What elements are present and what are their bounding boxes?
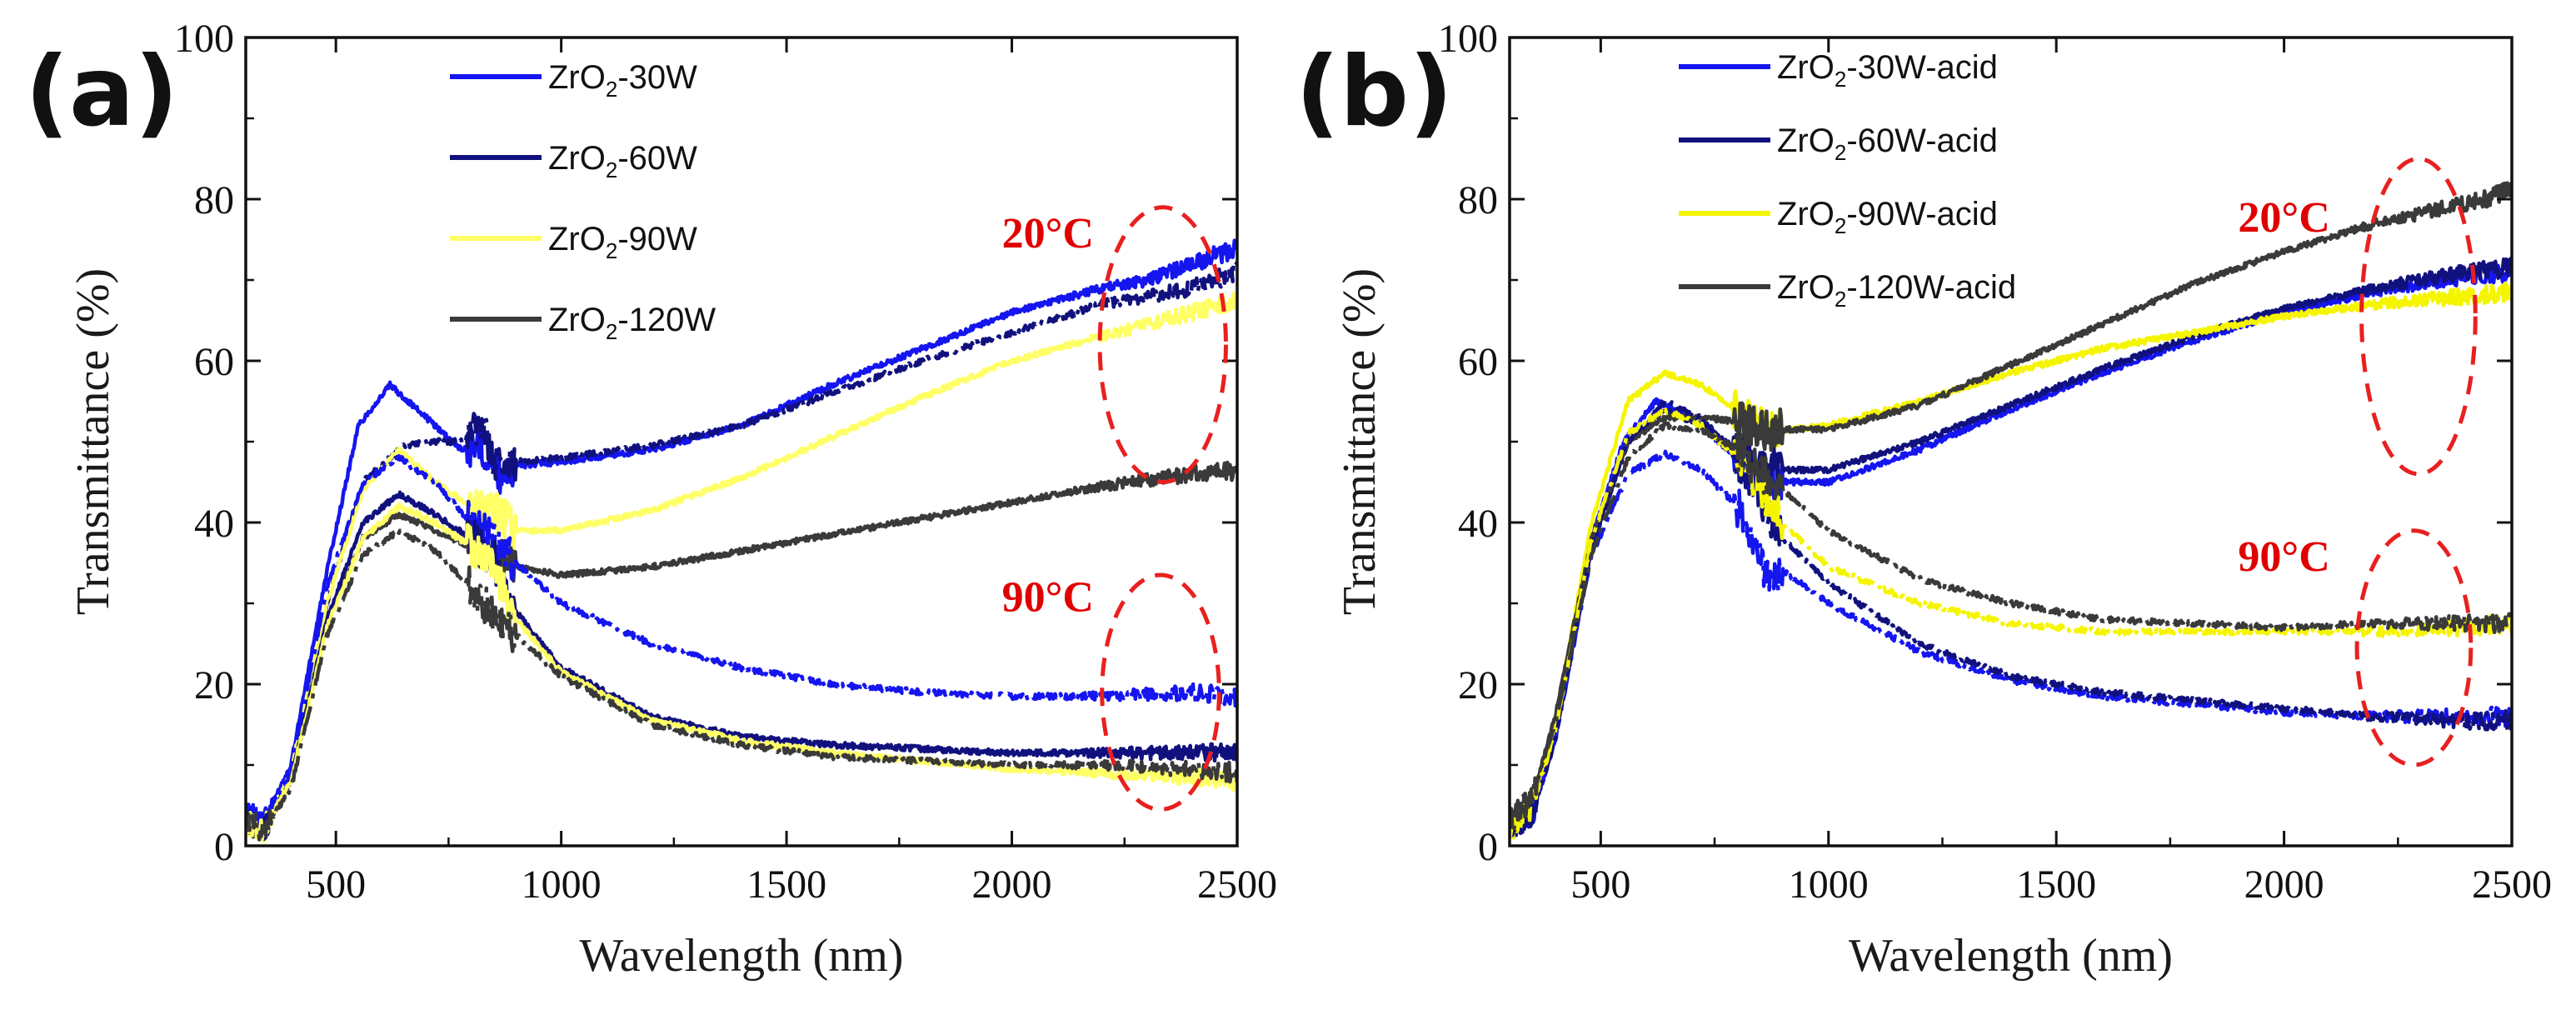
x-axis-title-b: Wavelength (nm) [1849,930,2173,982]
annotation-ellipse-a-2 [1100,572,1221,812]
legend-label-b-1: ZrO2-30W-acid [1777,49,1998,92]
y-tick-label-a-0: 0 [214,825,234,869]
series-line-a-5 [246,453,1237,835]
x-axis-title-a: Wavelength (nm) [580,930,904,982]
y-axis-title-a: Transmittance (%) [67,268,119,615]
panel-label-a: (a) [25,36,178,148]
series-line-a-1 [246,238,1237,833]
legend-label-b-2: ZrO2-60W-acid [1777,122,1998,165]
y-tick-label-b-5: 100 [1438,17,1498,61]
series-line-b-8 [1510,421,2512,831]
series-line-a-8 [246,527,1237,842]
series-line-a-4 [246,460,1237,840]
annotation-label-b-1: 20°C [2238,194,2329,242]
x-tick-label-b-4: 2500 [2472,862,2552,907]
annotation-label-a-1: 20°C [1002,210,1094,258]
y-tick-label-b-4: 80 [1458,178,1498,222]
y-tick-label-a-4: 80 [194,178,234,222]
series-group-a [246,238,1237,843]
y-tick-label-a-2: 40 [194,502,234,546]
series-line-a-2 [246,261,1237,838]
y-tick-label-b-2: 40 [1458,502,1498,546]
x-tick-label-a-3: 2000 [972,862,1052,907]
panel-b: 500 1000 1500 2000 2500 0 20 40 60 80 100 Wavelengt… [1295,17,2552,982]
x-tick-label-a-0: 500 [306,862,366,907]
series-line-a-6 [246,490,1237,842]
series-line-a-3 [246,291,1237,843]
panel-a: 500 1000 1500 2000 2500 0 20 40 60 80 100 Wavelengt… [25,17,1277,982]
annotation-ellipse-a-1 [1097,205,1228,484]
annotation-ellipse-b-2 [2354,528,2474,768]
series-line-b-6 [1510,398,2512,836]
panel-label-b: (b) [1295,36,1453,148]
annotation-ellipse-b-1 [2359,157,2478,477]
y-tick-label-b-1: 20 [1458,663,1498,708]
x-tick-label-b-1: 1000 [1789,862,1869,907]
legend-label-b-4: ZrO2-120W-acid [1777,269,2016,312]
y-tick-label-a-5: 100 [174,17,234,61]
x-tick-label-a-4: 2500 [1197,862,1277,907]
series-line-b-4 [1510,181,2512,832]
legend-label-a-4: ZrO2-120W [548,302,716,344]
x-tick-label-b-0: 500 [1570,862,1630,907]
annotation-label-b-2: 90°C [2238,533,2329,581]
y-tick-label-b-0: 0 [1478,825,1498,869]
series-group-b [1510,181,2512,840]
legend-label-a-2: ZrO2-60W [548,140,697,182]
x-tick-label-b-3: 2000 [2244,862,2324,907]
x-tick-label-b-2: 1500 [2016,862,2096,907]
y-axis-title-b: Transmittance (%) [1334,268,1385,615]
legend-label-b-3: ZrO2-90W-acid [1777,196,1998,238]
annotation-label-a-2: 90°C [1002,574,1094,622]
legend-label-a-1: ZrO2-30W [548,59,697,102]
x-tick-label-a-2: 1500 [746,862,826,907]
x-tick-label-a-1: 1000 [522,862,602,907]
y-tick-label-b-3: 60 [1458,340,1498,384]
y-tick-label-a-3: 60 [194,340,234,384]
y-tick-label-a-1: 20 [194,663,234,708]
series-line-b-3 [1510,281,2512,840]
legend-label-a-3: ZrO2-90W [548,221,697,263]
series-line-b-7 [1510,406,2512,838]
